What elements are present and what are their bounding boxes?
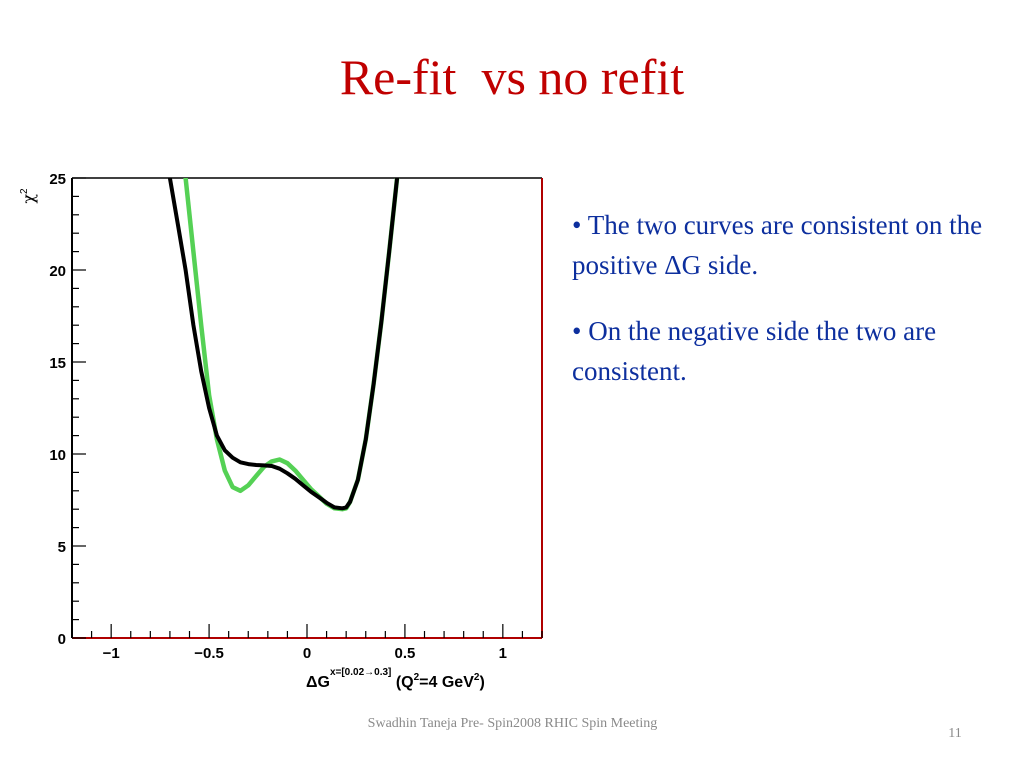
slide-title: Re-fit vs no refit bbox=[339, 49, 685, 105]
y-tick-label: 10 bbox=[49, 447, 66, 464]
y-tick-label: 15 bbox=[49, 355, 66, 372]
footer-text: Swadhin Taneja Pre- Spin2008 RHIC Spin M… bbox=[367, 716, 658, 731]
x-tick-label: 0 bbox=[303, 645, 311, 662]
page-number: 11 bbox=[948, 726, 962, 741]
bullet-item-negative-side: • On the negative side the two are consi… bbox=[572, 316, 937, 386]
chart-svg: 0 5 10 15 20 25 −1 −0.5 0 0.5 1 χ2 ΔGx=[0.02→0.3] (Q… bbox=[19, 171, 543, 691]
x-axis-title: ΔGx=[0.02→0.3] (Q2=4 GeV2) bbox=[306, 667, 485, 691]
x-tick-label: 1 bbox=[499, 645, 507, 662]
y-tick-label: 20 bbox=[49, 263, 66, 280]
y-tick-label: 5 bbox=[58, 539, 66, 556]
y-tick-label: 0 bbox=[58, 631, 66, 648]
bullet-list: • The two curves are consistent on the p… bbox=[572, 205, 1017, 417]
series-line-black bbox=[167, 178, 400, 511]
x-tick-label: −0.5 bbox=[194, 645, 224, 662]
x-tick-label: −1 bbox=[103, 645, 120, 662]
curves-group bbox=[167, 178, 400, 512]
y-axis-title: χ2 bbox=[19, 188, 38, 204]
x-tick-label: 0.5 bbox=[394, 645, 415, 662]
y-tick-label: 25 bbox=[49, 171, 66, 188]
chi2-chart: 0 5 10 15 20 25 −1 −0.5 0 0.5 1 χ2 ΔGx=[0.02→0.3] (Q… bbox=[0, 150, 560, 700]
bullet-item-positive-side: • The two curves are consistent on the p… bbox=[572, 210, 983, 280]
series-line-green bbox=[183, 178, 400, 512]
